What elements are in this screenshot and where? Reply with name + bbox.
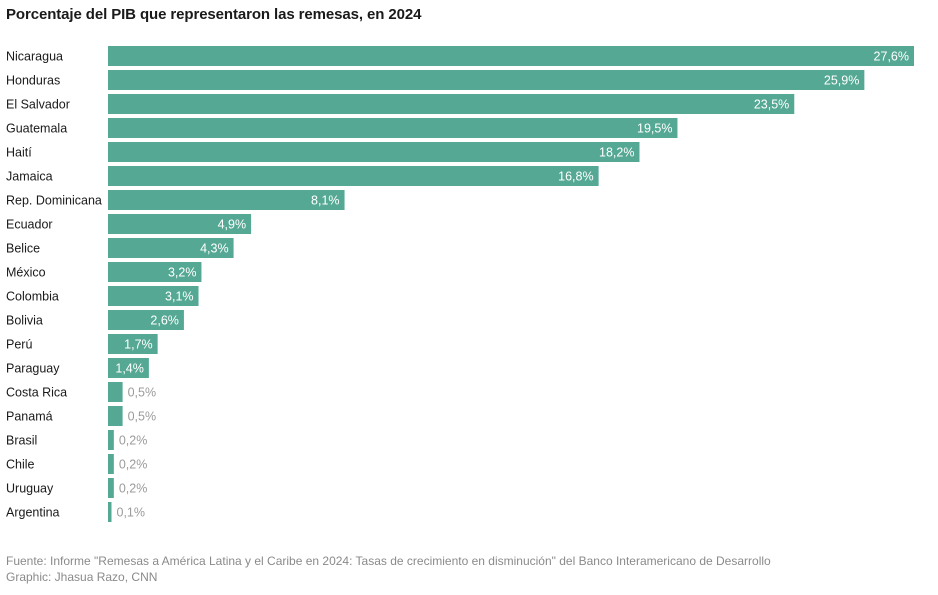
value-label: 4,9%: [218, 218, 247, 232]
chart-title: Porcentaje del PIB que representaron las…: [6, 6, 422, 23]
value-label: 0,2%: [119, 458, 148, 472]
value-label: 18,2%: [599, 146, 634, 160]
bar: [108, 406, 123, 426]
category-label: México: [6, 266, 46, 280]
category-label: Colombia: [6, 290, 59, 304]
value-label: 19,5%: [637, 122, 672, 136]
value-label: 0,2%: [119, 482, 148, 496]
bar: [108, 118, 678, 138]
category-label: Uruguay: [6, 482, 54, 496]
bar: [108, 454, 114, 474]
chart-source: Fuente: Informe "Remesas a América Latin…: [6, 553, 771, 585]
value-label: 1,4%: [115, 362, 144, 376]
bar: [108, 142, 640, 162]
category-label: Brasil: [6, 434, 37, 448]
category-label: Bolivia: [6, 314, 43, 328]
bar: [108, 478, 114, 498]
bar: [108, 286, 199, 306]
category-label: Argentina: [6, 506, 60, 520]
value-label: 0,5%: [128, 410, 156, 424]
value-label: 25,9%: [824, 74, 859, 88]
value-label: 2,6%: [150, 314, 179, 328]
category-label: Nicaragua: [6, 50, 63, 64]
category-label: Paraguay: [6, 362, 60, 376]
category-label: Rep. Dominicana: [6, 194, 102, 208]
category-label: Panamá: [6, 410, 53, 424]
bar: [108, 166, 599, 186]
value-label: 23,5%: [754, 98, 789, 112]
value-label: 0,1%: [117, 506, 146, 520]
bar: [108, 70, 865, 90]
bar: [108, 502, 112, 522]
value-label: 16,8%: [558, 170, 593, 184]
value-label: 3,2%: [168, 266, 197, 280]
category-label: Ecuador: [6, 218, 53, 232]
bar: [108, 430, 114, 450]
bar: [108, 46, 914, 66]
bar: [108, 94, 795, 114]
source-line: Fuente: Informe "Remesas a América Latin…: [6, 554, 771, 568]
category-label: Haití: [6, 146, 32, 160]
value-label: 3,1%: [165, 290, 194, 304]
category-label: Guatemala: [6, 122, 67, 136]
bar: [108, 334, 158, 354]
bar: [108, 382, 123, 402]
value-label: 8,1%: [311, 194, 340, 208]
category-label: Honduras: [6, 74, 60, 88]
bar: [108, 310, 184, 330]
value-label: 0,2%: [119, 434, 148, 448]
category-label: El Salvador: [6, 98, 70, 112]
value-label: 4,3%: [200, 242, 229, 256]
value-label: 0,5%: [128, 386, 156, 400]
value-label: 1,7%: [124, 338, 153, 352]
category-label: Belice: [6, 242, 40, 256]
bar: [108, 358, 149, 378]
bar: [108, 190, 345, 210]
credit-line: Graphic: Jhasua Razo, CNN: [6, 570, 158, 584]
category-label: Chile: [6, 458, 35, 472]
category-label: Jamaica: [6, 170, 53, 184]
bar: [108, 262, 202, 282]
category-label: Perú: [6, 338, 32, 352]
value-label: 27,6%: [874, 50, 909, 64]
bar: [108, 214, 252, 234]
bar: [108, 238, 234, 258]
category-label: Costa Rica: [6, 386, 67, 400]
